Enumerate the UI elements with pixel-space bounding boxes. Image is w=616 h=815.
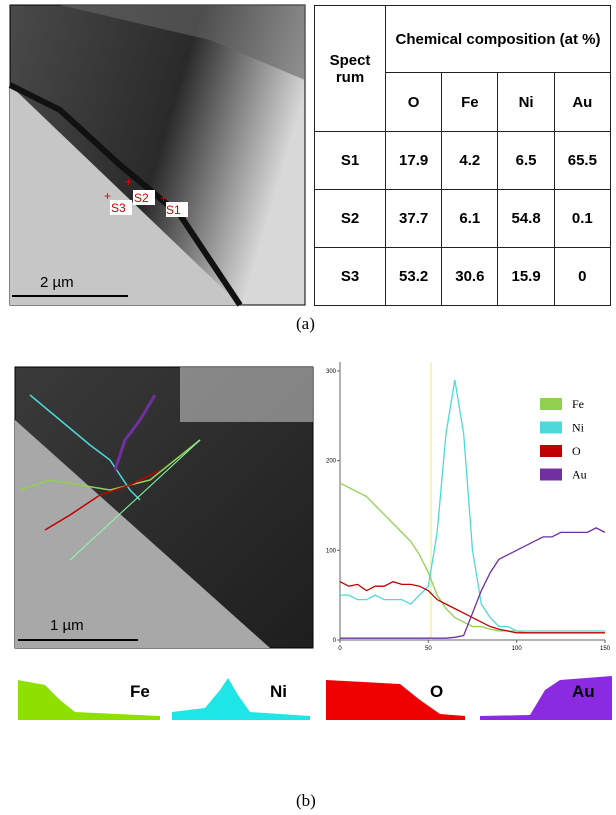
x-tick-label: 50 bbox=[425, 646, 432, 652]
table-cell: 4.2 bbox=[441, 131, 499, 190]
header-cell: Chemical composition (at %) bbox=[385, 5, 611, 73]
cross: + bbox=[104, 189, 111, 203]
header-cell: Ni bbox=[497, 72, 555, 132]
y-tick-label: 200 bbox=[326, 459, 337, 465]
legend-swatch bbox=[540, 421, 562, 434]
table-row: S2 37.7 6.1 54.8 0.1 bbox=[314, 189, 612, 248]
legend-swatch bbox=[540, 445, 562, 457]
map-histogram bbox=[18, 680, 160, 720]
table-cell: 15.9 bbox=[497, 247, 555, 306]
legend-label: Fe bbox=[572, 397, 584, 411]
composition-table: Spect rum Chemical composition (at %) O … bbox=[314, 5, 612, 306]
label-box bbox=[110, 200, 132, 215]
x-tick-label: 150 bbox=[600, 646, 611, 652]
legend-label: O bbox=[572, 444, 581, 458]
profile-line bbox=[69, 439, 201, 561]
series-line bbox=[339, 482, 605, 634]
y-tick-label: 100 bbox=[326, 548, 337, 554]
x-tick-label: 100 bbox=[512, 646, 523, 652]
legend-swatch bbox=[540, 468, 562, 481]
profile-trace bbox=[19, 439, 201, 491]
map-label: Au bbox=[572, 682, 595, 701]
header-cell: Fe bbox=[441, 72, 499, 132]
profile-trace bbox=[113, 394, 157, 471]
legend-label: Au bbox=[572, 468, 587, 482]
table-cell: 0 bbox=[553, 247, 612, 306]
table-cell: 6.5 bbox=[497, 131, 555, 190]
map-histogram bbox=[172, 678, 310, 720]
table-cell: S3 bbox=[314, 247, 386, 306]
header-cell: Au bbox=[553, 72, 612, 132]
series-line bbox=[340, 379, 605, 632]
table-cell: 54.8 bbox=[497, 189, 555, 248]
table-cell: 37.7 bbox=[384, 189, 443, 248]
label-box bbox=[166, 202, 188, 217]
caption: (b) bbox=[296, 791, 316, 810]
cross: + bbox=[160, 191, 167, 205]
table-cell: S1 bbox=[314, 131, 386, 190]
table-cell: 0.1 bbox=[553, 189, 612, 248]
label-box bbox=[133, 190, 155, 205]
line-chart: 0 100 200 300 0 50 100 150 Fe Ni O Au bbox=[326, 362, 611, 652]
map-label: O bbox=[430, 682, 443, 701]
profile-trace bbox=[44, 469, 161, 531]
table-cell: S2 bbox=[314, 189, 386, 248]
legend-swatch bbox=[540, 398, 562, 410]
substrate bbox=[10, 85, 240, 305]
legend-label: Ni bbox=[572, 421, 585, 435]
scale-label: 1 µm bbox=[50, 617, 84, 634]
scale-label: 2 µm bbox=[40, 274, 74, 291]
profile-trace bbox=[29, 394, 141, 501]
map-label: Fe bbox=[130, 682, 150, 701]
maps: Fe Ni O Au bbox=[18, 676, 612, 720]
interface bbox=[8, 82, 243, 307]
layer bbox=[60, 5, 305, 80]
substrate bbox=[15, 420, 270, 648]
table-cell: 65.5 bbox=[553, 131, 612, 190]
table-row: S1 17.9 4.2 6.5 65.5 bbox=[314, 131, 612, 190]
table-cell: 30.6 bbox=[441, 247, 499, 306]
series-line bbox=[339, 581, 605, 634]
table-cell: 17.9 bbox=[384, 131, 443, 190]
table-body: S1 17.9 4.2 6.5 65.5 S2 37.7 6.1 54.8 0.1 S3 53.2 30… bbox=[314, 131, 612, 306]
header-cell: O bbox=[384, 72, 443, 132]
marker-label: S1 bbox=[166, 203, 181, 217]
x-tick-label: 0 bbox=[338, 646, 342, 652]
table-row: S3 53.2 30.6 15.9 0 bbox=[314, 247, 612, 306]
markers: + + + bbox=[104, 175, 167, 205]
map-label: Ni bbox=[270, 682, 287, 701]
series-line bbox=[340, 527, 606, 639]
y-tick-label: 0 bbox=[333, 638, 337, 644]
header-cell: Spect rum bbox=[314, 5, 386, 132]
map-histogram bbox=[326, 680, 465, 720]
table-cell: 53.2 bbox=[384, 247, 443, 306]
cross: + bbox=[125, 175, 132, 189]
y-tick-label: 300 bbox=[326, 369, 337, 375]
marker-label: S3 bbox=[111, 201, 126, 215]
map-histogram bbox=[480, 676, 612, 720]
caption: (a) bbox=[296, 314, 315, 333]
table-cell: 6.1 bbox=[441, 189, 499, 248]
layer bbox=[180, 367, 313, 422]
marker-label: S2 bbox=[134, 191, 149, 205]
